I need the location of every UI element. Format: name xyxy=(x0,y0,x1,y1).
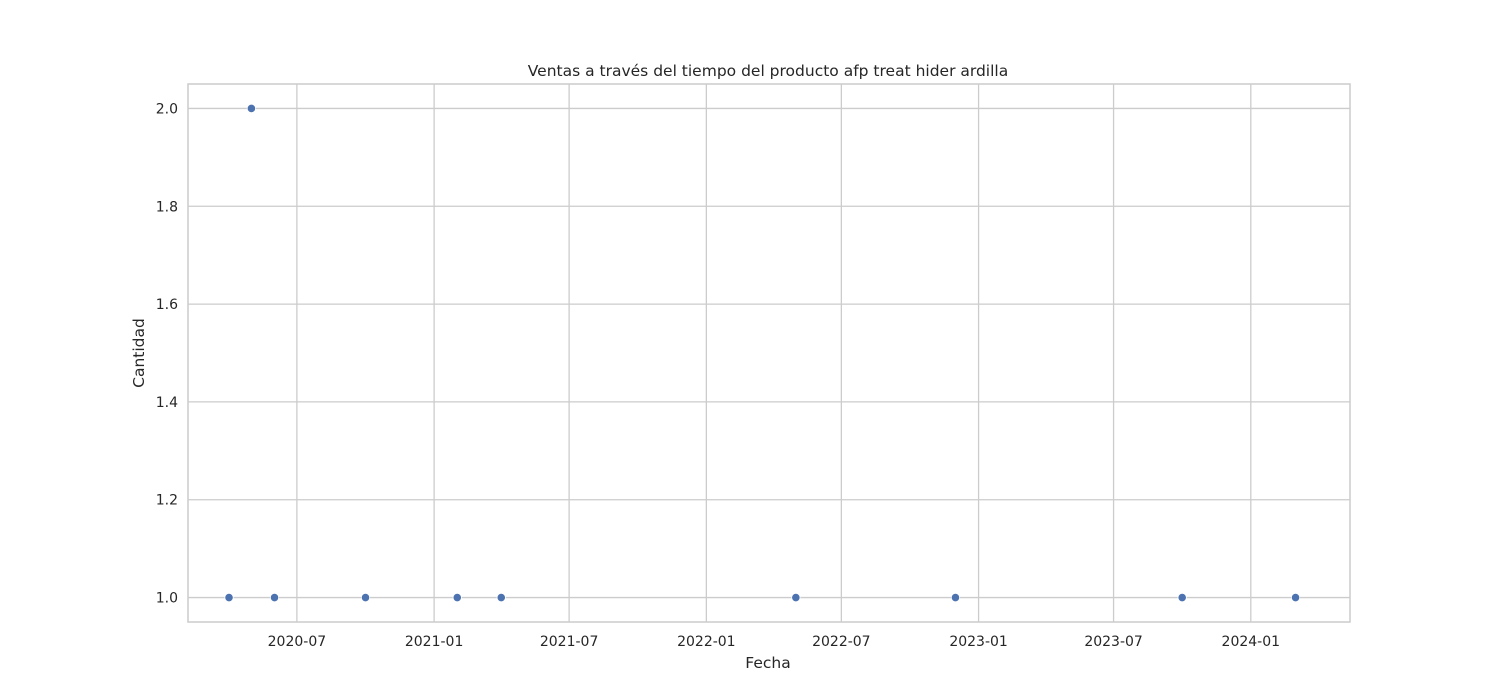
y-tick-label: 1.6 xyxy=(156,297,178,313)
x-tick-label: 2024-01 xyxy=(1222,634,1281,650)
x-tick-label: 2022-07 xyxy=(812,634,871,650)
y-tick-label: 2.0 xyxy=(156,101,178,117)
data-points xyxy=(224,103,1301,603)
plot-frame xyxy=(187,83,1351,623)
x-tick-label: 2023-07 xyxy=(1084,634,1143,650)
x-tick-label: 2021-01 xyxy=(405,634,464,650)
x-tick-label: 2021-07 xyxy=(540,634,599,650)
x-tick-label: 2020-07 xyxy=(268,634,327,650)
grid-lines xyxy=(188,84,1350,622)
y-tick-label: 1.8 xyxy=(156,199,178,215)
y-tick-label: 1.2 xyxy=(156,493,178,509)
data-point xyxy=(224,592,234,603)
data-point xyxy=(1177,592,1187,603)
x-tick-labels: 2020-07 2021-01 2021-07 2022-01 2022-07 2023-… xyxy=(268,634,1280,650)
chart-title: Ventas a través del tiempo del producto … xyxy=(528,62,1008,80)
data-point xyxy=(791,592,801,603)
data-point xyxy=(360,592,371,603)
x-axis-label: Fecha xyxy=(745,654,790,672)
data-point xyxy=(1290,592,1301,603)
x-tick-label: 2022-01 xyxy=(677,634,736,650)
data-point xyxy=(496,592,506,603)
data-point xyxy=(269,592,280,603)
y-tick-labels: 1.0 1.2 1.4 1.6 1.8 2.0 xyxy=(156,101,178,606)
data-point xyxy=(950,592,961,603)
x-tick-label: 2023-01 xyxy=(949,634,1008,650)
data-point xyxy=(452,592,462,603)
y-tick-label: 1.4 xyxy=(156,395,178,411)
y-tick-label: 1.0 xyxy=(156,591,178,607)
y-axis-label: Cantidad xyxy=(130,318,148,388)
data-point xyxy=(246,103,256,114)
